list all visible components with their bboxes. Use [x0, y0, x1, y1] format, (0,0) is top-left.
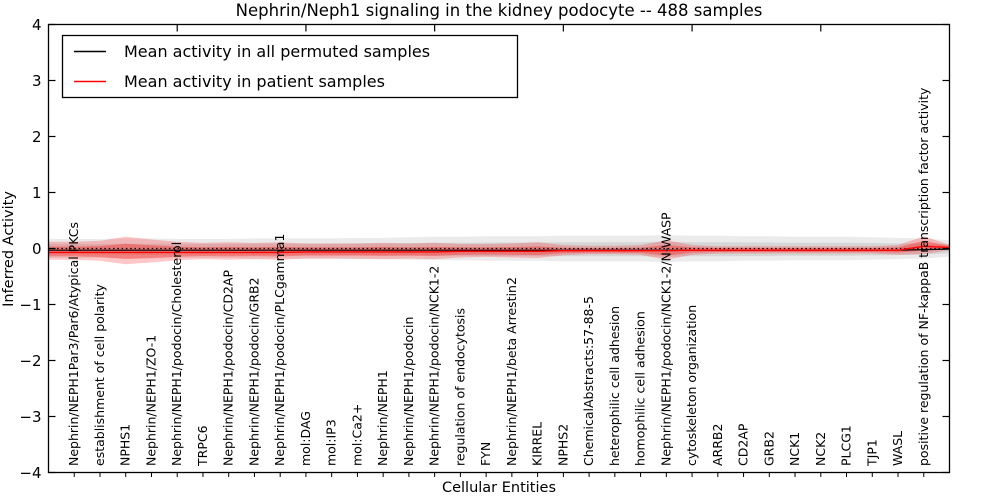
- category-label: Nephrin/NEPH1/podocin/NCK1-2: [427, 266, 442, 466]
- category-label: NCK2: [813, 432, 828, 466]
- category-label: Nephrin/NEPH1/beta Arrestin2: [504, 277, 519, 466]
- plot-lines: [48, 245, 950, 254]
- category-label: ARRB2: [710, 424, 725, 466]
- category-label: homophilic cell adhesion: [633, 311, 648, 466]
- category-label: NPHS2: [555, 424, 570, 466]
- category-label: WASL: [890, 431, 905, 466]
- legend-label-permuted: Mean activity in all permuted samples: [124, 42, 430, 61]
- legend: Mean activity in all permuted samples Me…: [61, 34, 519, 99]
- y-tick-label: 4: [32, 16, 42, 34]
- category-label: Nephrin/NEPH1/podocin/NCK1-2/N-WASP: [658, 212, 673, 466]
- category-label: Nephrin/NEPH1/podocin/Cholesterol: [169, 242, 184, 466]
- category-label: mol:DAG: [298, 411, 313, 466]
- category-label: PLCG1: [839, 425, 854, 466]
- category-label: heterophilic cell adhesion: [607, 306, 622, 466]
- category-tick-labels: Nephrin/NEPH1Par3/Par6/Atypical PKCs esta…: [66, 87, 931, 467]
- category-label: Nephrin/NEPH1/podocin: [401, 317, 416, 466]
- y-axis-label: Inferred Activity: [1, 191, 17, 307]
- category-label: mol:IP3: [324, 419, 339, 466]
- category-label: regulation of endocytosis: [452, 308, 467, 466]
- y-tick-label: −3: [19, 408, 41, 426]
- y-tick-label: 2: [32, 128, 42, 146]
- category-label: TRPC6: [195, 425, 210, 467]
- category-label: mol:Ca2+: [349, 404, 364, 466]
- category-label: Nephrin/NEPH1/podocin/CD2AP: [221, 270, 236, 466]
- category-label: KIRREL: [530, 422, 545, 466]
- legend-box: [61, 34, 519, 99]
- category-label: Nephrin/NEPH1Par3/Par6/Atypical PKCs: [66, 222, 81, 466]
- patient-mean-line: [48, 245, 950, 254]
- plot-border: [47, 23, 951, 474]
- y-tick-label: −2: [19, 352, 41, 370]
- category-label: GRB2: [761, 431, 776, 466]
- category-label: TJP1: [864, 439, 879, 467]
- category-label: positive regulation of NF-kappaB transcr…: [916, 87, 931, 466]
- y-tick-label: −1: [19, 296, 41, 314]
- legend-label-patient: Mean activity in patient samples: [124, 72, 385, 91]
- y-tick-label: −4: [19, 464, 41, 482]
- category-label: FYN: [478, 442, 493, 466]
- category-label: Nephrin/NEPH1: [375, 370, 390, 466]
- category-label: NPHS1: [118, 424, 133, 466]
- category-label: Nephrin/NEPH1/ZO-1: [143, 335, 158, 466]
- permuted-band-outer: [48, 235, 950, 262]
- y-tick-labels: −4 −3 −2 −1 0 1 2 3 4: [19, 16, 41, 482]
- category-label: Nephrin/NEPH1/podocin/PLCgamma1: [272, 234, 287, 466]
- y-tick-label: 1: [32, 184, 42, 202]
- category-label: cytoskeleton organization: [684, 305, 699, 466]
- chart-title: Nephrin/Neph1 signaling in the kidney po…: [236, 1, 763, 20]
- category-label: NCK1: [787, 432, 802, 466]
- x-axis-label: Cellular Entities: [442, 480, 556, 496]
- category-label: establishment of cell polarity: [92, 284, 107, 466]
- category-label: ChemicalAbstracts:57-88-5: [581, 296, 596, 466]
- y-tick-label: 3: [32, 72, 42, 90]
- category-label: Nephrin/NEPH1/podocin/GRB2: [246, 277, 261, 466]
- category-label: CD2AP: [736, 423, 751, 466]
- y-tick-label: 0: [32, 240, 42, 258]
